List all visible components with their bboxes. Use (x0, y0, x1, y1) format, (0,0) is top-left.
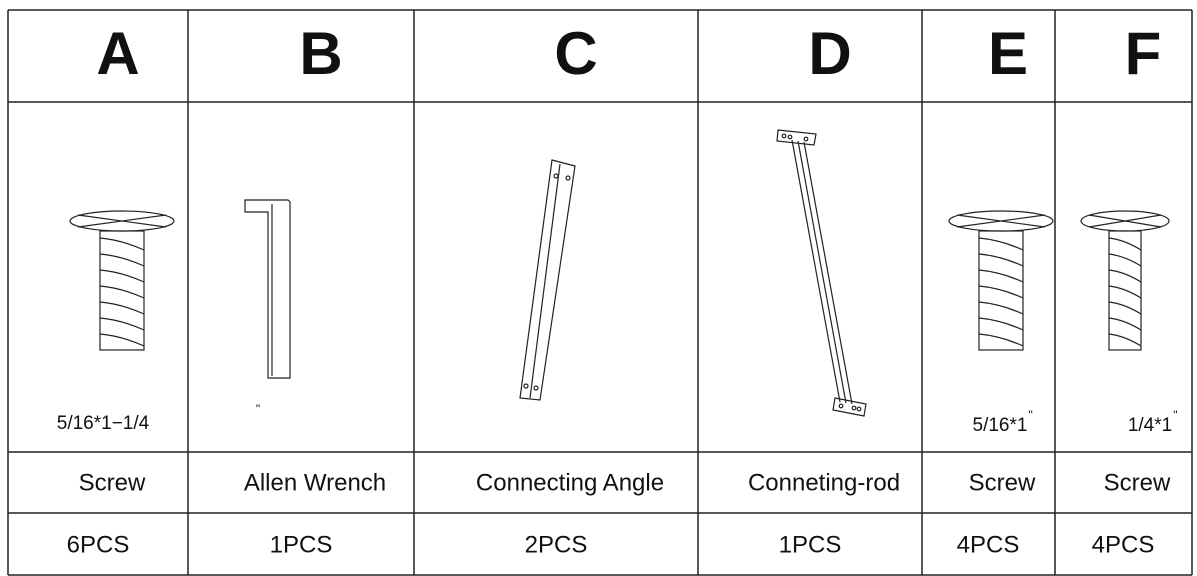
screw-head-mark (956, 214, 1046, 228)
item-name: Screw (1104, 469, 1171, 496)
item-size: 5/16*1 (973, 415, 1028, 436)
item-name: Screw (79, 469, 146, 496)
inch-mark: " (256, 402, 260, 416)
screw-thread (99, 237, 145, 347)
item-quantity: 4PCS (1092, 531, 1155, 558)
screw-shank (978, 230, 1024, 351)
screw-thread (978, 237, 1024, 347)
column-letter: E (988, 20, 1028, 87)
item-quantity: 6PCS (67, 531, 130, 558)
item-name: Allen Wrench (244, 469, 386, 496)
screw-head-mark (77, 214, 167, 228)
item-quantity: 1PCS (270, 531, 333, 558)
screw-shank (99, 230, 145, 351)
column-letter: F (1125, 20, 1162, 87)
screw-thread (1108, 237, 1142, 347)
item-size: 5/16*1−1/4 (57, 413, 150, 434)
item-quantity: 1PCS (779, 531, 842, 558)
item-name: Screw (969, 469, 1036, 496)
column-letter: D (808, 20, 851, 87)
inch-mark: " (1028, 408, 1032, 422)
item-name: Conneting-rod (748, 469, 900, 496)
column-letter: C (554, 20, 597, 87)
screw-head-mark (1088, 214, 1162, 228)
screw-shank (1108, 230, 1142, 351)
inch-mark: " (1173, 408, 1177, 422)
illustrations (69, 129, 1170, 417)
item-name: Connecting Angle (476, 469, 664, 496)
column-letter: A (96, 20, 139, 87)
item-quantity: 2PCS (525, 531, 588, 558)
column-letter: B (299, 20, 342, 87)
table-grid (7, 9, 1193, 576)
item-quantity: 4PCS (957, 531, 1020, 558)
item-size: 1/4*1 (1128, 415, 1172, 436)
